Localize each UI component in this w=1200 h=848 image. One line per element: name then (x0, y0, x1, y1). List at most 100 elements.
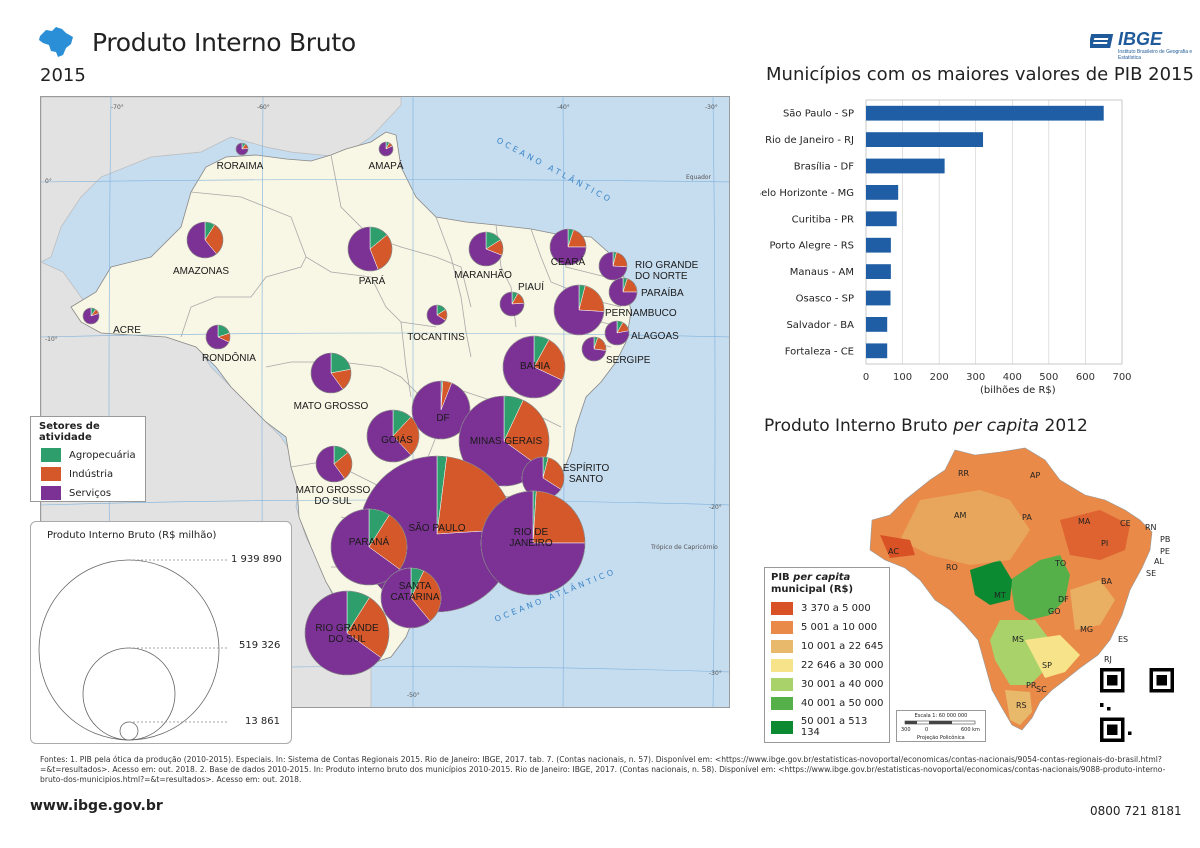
pie-outline (499, 291, 525, 317)
lat-label: 0° (45, 178, 52, 185)
state-label: RORAIMA (217, 161, 264, 172)
bar-category-label: Brasília - DF (794, 161, 854, 173)
state-code-label: CE (1120, 519, 1131, 528)
class-swatch (771, 697, 793, 710)
state-code-label: MG (1080, 625, 1093, 634)
state-code-label: SP (1042, 661, 1052, 670)
state-code-label: DF (1058, 595, 1069, 604)
legend-item-industria: Indústria (41, 467, 145, 481)
pie-outline (378, 141, 394, 157)
page-title: Produto Interno Bruto (92, 28, 356, 57)
page-year: 2015 (40, 65, 86, 86)
per-capita-class: 50 001 a 513 134 (771, 716, 889, 738)
state-code-label: RN (1145, 523, 1157, 532)
state-label: PARANÁ (349, 535, 390, 548)
pie-outline (604, 320, 630, 346)
lat-label: -10° (45, 336, 58, 343)
bar-category-label: Curitiba - PR (792, 214, 854, 225)
size-legend-value: 1 939 890 (231, 554, 282, 565)
bar (866, 290, 891, 306)
x-tick-label: 700 (1112, 372, 1131, 383)
lat-label: -20° (709, 504, 722, 511)
state-label: SÃO PAULO (408, 521, 465, 534)
class-label: 5 001 a 10 000 (801, 622, 878, 633)
bar-category-label: Manaus - AM (790, 267, 854, 278)
lon-label: -30° (705, 104, 718, 111)
class-label: 22 646 a 30 000 (801, 660, 884, 671)
state-code-label: ES (1118, 635, 1128, 644)
per-capita-class: 22 646 a 30 000 (771, 659, 889, 672)
state-code-label: MS (1012, 635, 1024, 644)
pie-outline (502, 335, 566, 399)
pie-outline (315, 445, 353, 483)
legend-item-agropecuaria: Agropecuária (41, 448, 145, 462)
bar (866, 158, 945, 174)
pie-outline (205, 324, 231, 350)
state-label: ESPÍRITO (563, 461, 610, 474)
class-swatch (771, 640, 793, 653)
state-code-label: MT (994, 591, 1006, 600)
state-code-label: RJ (1104, 655, 1112, 664)
per-capita-class: 30 001 a 40 000 (771, 678, 889, 691)
bar (866, 185, 899, 200)
per-capita-legend: PIB per capita municipal (R$) 3 370 a 5 … (764, 567, 890, 743)
scale-tick: 300 (901, 727, 911, 733)
bar-chart-xlabel: (bilhões de R$) (980, 385, 1056, 396)
ibge-logo-icon (1090, 34, 1114, 48)
projection-label: Projeção Policônica (917, 735, 965, 741)
state-pie-9: PERNAMBUCO (553, 284, 677, 336)
state-code-label: AM (954, 511, 966, 520)
per-capita-title: Produto Interno Bruto per capita 2012 (764, 416, 1088, 436)
x-tick-label: 100 (893, 372, 912, 383)
state-label: PARAÍBA (641, 286, 684, 299)
state-code-label: PB (1160, 535, 1170, 544)
bar-chart: 0 100 200 300 400 500 600 700 São Paulo - SP Rio … (760, 99, 1132, 383)
scale-tick: 0 (925, 727, 929, 733)
state-pie-0: RORAIMA (217, 142, 264, 172)
state-code-label: SE (1146, 569, 1156, 578)
pie-outline (549, 228, 587, 266)
bar (866, 317, 888, 332)
brazil-map-icon (39, 27, 73, 57)
per-capita-class: 3 370 a 5 000 (771, 602, 889, 615)
state-label: ACRE (113, 325, 141, 336)
state-label: MATO GROSSO (296, 485, 371, 496)
pie-outline (608, 277, 638, 307)
state-pie-3: PARÁ (347, 226, 393, 287)
state-label: RONDÔNIA (202, 351, 256, 364)
state-code-label: SC (1036, 685, 1047, 694)
state-label: ALAGOAS (631, 331, 679, 342)
lon-label: -40° (557, 104, 570, 111)
state-pie-1: AMAPÁ (368, 141, 404, 172)
state-code-label: AP (1030, 471, 1040, 480)
equator-label: Equador (686, 174, 712, 181)
ocean-label: OCEANO ATLÂNTICO (495, 134, 615, 205)
size-legend-title: Produto Interno Bruto (R$ milhão) (47, 530, 217, 541)
pie-outline (553, 284, 605, 336)
state-code-label: PI (1101, 539, 1108, 548)
website-link[interactable]: www.ibge.gov.br (30, 798, 163, 814)
scale-title: Escala 1: 60 000 000 (914, 713, 968, 719)
class-swatch (771, 602, 793, 615)
state-code-label: TO (1054, 559, 1066, 568)
state-code-label: PA (1022, 513, 1032, 522)
pie-outline (480, 490, 586, 596)
state-label: JANEIRO (509, 538, 553, 549)
state-label: SANTA (399, 581, 432, 592)
qr-code-icon[interactable] (1100, 668, 1174, 742)
size-legend-circles (38, 559, 227, 741)
pie-outline (82, 307, 100, 325)
state-code-label: MA (1078, 517, 1091, 526)
pie-outline (235, 142, 249, 156)
state-label: PARÁ (359, 274, 386, 287)
pie-outline (468, 231, 504, 267)
state-pie-8: PIAUÍ (499, 280, 544, 317)
per-capita-class: 5 001 a 10 000 (771, 621, 889, 634)
capricorn-label: Trópico de Capricórnio (650, 544, 718, 551)
size-legend: Produto Interno Bruto (R$ milhão) 1 939 … (30, 521, 292, 744)
bar (866, 105, 1104, 121)
